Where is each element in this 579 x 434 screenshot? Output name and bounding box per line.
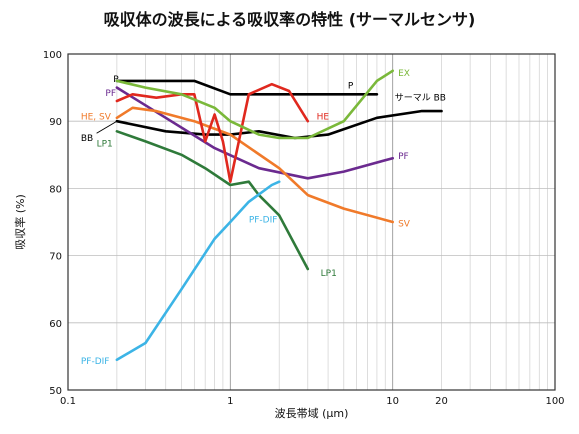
x-tick-label: 20 bbox=[435, 396, 448, 407]
x-axis-label: 波長帯域 (μm) bbox=[275, 407, 349, 420]
series-line-ex bbox=[115, 69, 395, 140]
x-tick-label: 0.1 bbox=[60, 396, 76, 407]
series-label: BB bbox=[81, 134, 93, 144]
plot-frame bbox=[67, 53, 556, 391]
chart-title: 吸収体の波長による吸収率の特性 (サーマルセンサ) bbox=[103, 10, 476, 29]
series-line-he bbox=[115, 82, 310, 183]
axes: 0.1 1 10 20 100 50 60 70 80 90 100 波長帯域 (μm) 吸収率 (%) bbox=[13, 50, 565, 420]
series-label: P bbox=[348, 82, 354, 92]
series-label: PF-DIF bbox=[249, 215, 278, 225]
series-labels: P P PF HE, SV HE EX サーマル BB BB LP1 PF PF-DIF SV LP1 P… bbox=[81, 69, 446, 367]
x-tick-label: 10 bbox=[386, 396, 399, 407]
series-line-bb bbox=[115, 109, 443, 140]
series-label: PF bbox=[398, 152, 409, 162]
y-axis-label: 吸収率 (%) bbox=[13, 194, 27, 250]
series-lines bbox=[115, 69, 443, 362]
y-tick-label: 100 bbox=[43, 50, 62, 61]
x-tick-label: 1 bbox=[227, 396, 233, 407]
series-label: HE, SV bbox=[81, 112, 112, 122]
y-tick-label: 70 bbox=[49, 252, 62, 263]
series-label: PF-DIF bbox=[81, 357, 110, 367]
series-line-he-sv bbox=[115, 106, 395, 224]
grid-lines bbox=[67, 53, 556, 391]
series-label: サーマル BB bbox=[395, 93, 446, 104]
y-tick-label: 80 bbox=[49, 184, 62, 195]
series-label: SV bbox=[398, 219, 411, 229]
series-label: EX bbox=[398, 69, 410, 79]
series-line-pf bbox=[115, 86, 395, 180]
y-tick-label: 90 bbox=[49, 117, 62, 128]
series-line-p bbox=[115, 79, 379, 96]
series-label: LP1 bbox=[321, 269, 337, 279]
series-label: HE bbox=[317, 112, 330, 122]
bb-leader-line bbox=[96, 120, 118, 134]
series-line-pf-dif bbox=[115, 180, 281, 362]
series-line-lp1 bbox=[115, 130, 310, 271]
series-label: PF bbox=[105, 89, 116, 99]
x-tick-label: 100 bbox=[545, 396, 564, 407]
y-tick-label: 50 bbox=[49, 386, 62, 397]
series-label: LP1 bbox=[97, 139, 113, 149]
series-label: P bbox=[113, 75, 119, 85]
y-tick-label: 60 bbox=[49, 319, 62, 330]
